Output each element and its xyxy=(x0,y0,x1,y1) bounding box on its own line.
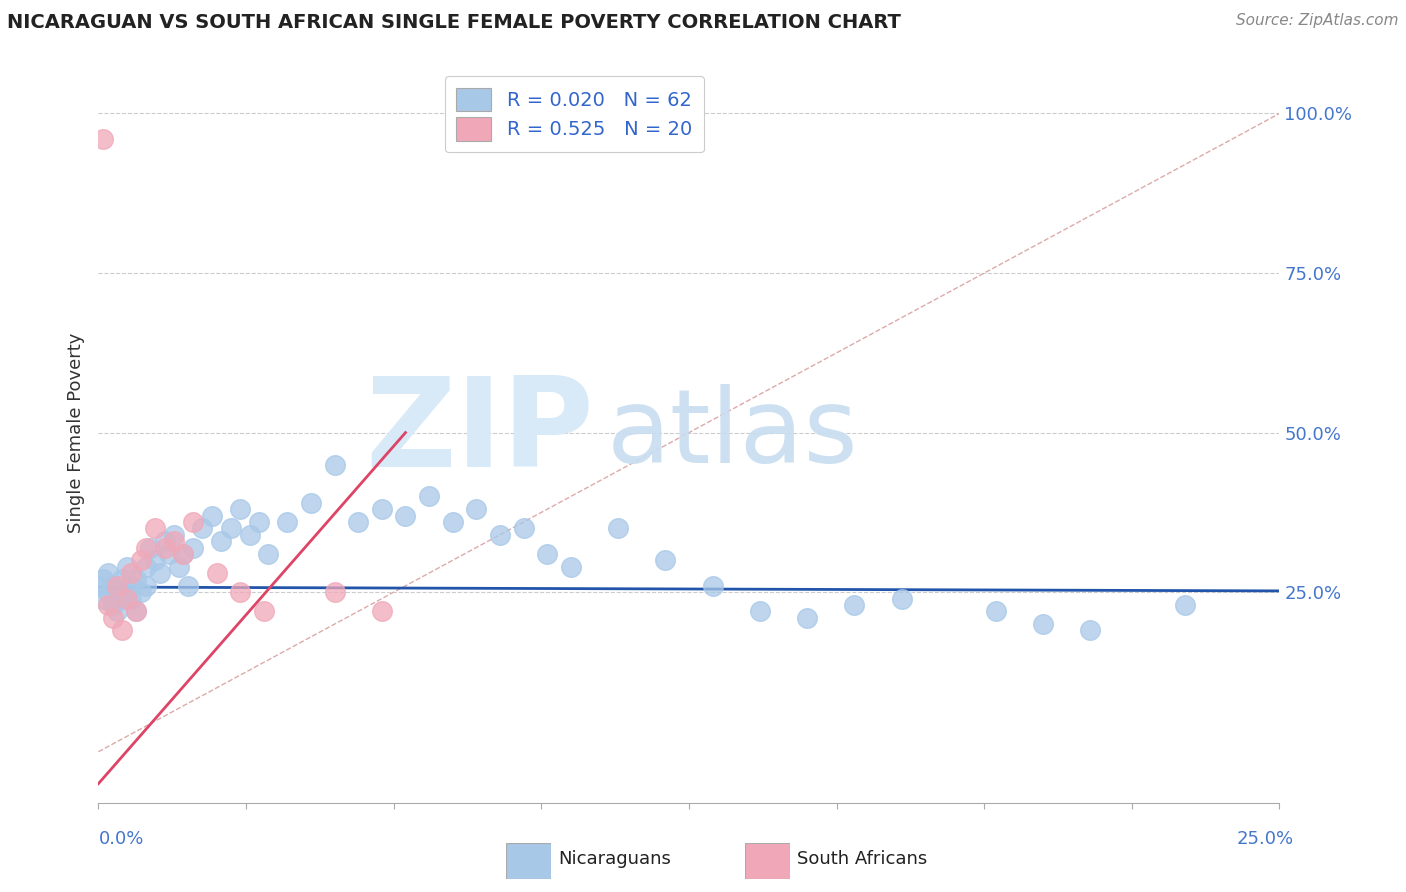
Point xyxy=(209,534,232,549)
Point xyxy=(201,508,224,523)
Point xyxy=(125,573,148,587)
Point xyxy=(181,515,204,529)
Point xyxy=(489,527,512,541)
Point xyxy=(157,547,180,561)
Point xyxy=(129,553,152,567)
Text: atlas: atlas xyxy=(606,384,858,485)
Point xyxy=(153,534,176,549)
Point xyxy=(163,527,186,541)
Point xyxy=(143,553,166,567)
Point xyxy=(323,458,346,472)
Point xyxy=(121,591,143,606)
Point xyxy=(607,521,630,535)
Point xyxy=(101,611,124,625)
Point xyxy=(1032,617,1054,632)
Point xyxy=(418,490,440,504)
Point xyxy=(153,541,176,555)
Point xyxy=(135,579,157,593)
Point xyxy=(844,598,866,612)
Point xyxy=(111,624,134,638)
Point xyxy=(257,547,280,561)
Point xyxy=(125,604,148,618)
Point xyxy=(1080,624,1102,638)
Point xyxy=(172,547,194,561)
Text: Nicaraguans: Nicaraguans xyxy=(558,850,671,868)
Point xyxy=(796,611,818,625)
Point xyxy=(87,579,110,593)
Point xyxy=(654,553,676,567)
Point xyxy=(229,502,252,516)
Point xyxy=(560,559,582,574)
Point xyxy=(91,132,114,146)
Point xyxy=(347,515,370,529)
Text: NICARAGUAN VS SOUTH AFRICAN SINGLE FEMALE POVERTY CORRELATION CHART: NICARAGUAN VS SOUTH AFRICAN SINGLE FEMAL… xyxy=(7,13,901,32)
Point xyxy=(191,521,214,535)
Point xyxy=(105,585,128,599)
Point xyxy=(101,579,124,593)
Point xyxy=(97,566,120,580)
Point xyxy=(129,585,152,599)
Text: 0.0%: 0.0% xyxy=(98,830,143,847)
Point xyxy=(748,604,770,618)
Text: Source: ZipAtlas.com: Source: ZipAtlas.com xyxy=(1236,13,1399,29)
Point xyxy=(1174,598,1197,612)
Point xyxy=(91,591,114,606)
Point xyxy=(512,521,534,535)
Point xyxy=(139,541,162,555)
Point xyxy=(247,515,270,529)
Point xyxy=(149,566,172,580)
Point xyxy=(143,521,166,535)
Point xyxy=(219,521,242,535)
Point xyxy=(163,534,186,549)
Point xyxy=(536,547,558,561)
Point xyxy=(135,541,157,555)
Point xyxy=(890,591,912,606)
Point xyxy=(121,579,143,593)
Point xyxy=(135,559,157,574)
Point xyxy=(91,573,114,587)
Point xyxy=(115,585,138,599)
Point xyxy=(167,559,190,574)
Point xyxy=(101,598,124,612)
Text: 25.0%: 25.0% xyxy=(1236,830,1294,847)
Point xyxy=(984,604,1007,618)
Point xyxy=(299,496,322,510)
Point xyxy=(323,585,346,599)
Point xyxy=(97,598,120,612)
Point xyxy=(121,566,143,580)
Point xyxy=(111,591,134,606)
Point xyxy=(276,515,298,529)
Point xyxy=(177,579,200,593)
Point xyxy=(172,547,194,561)
Point xyxy=(441,515,464,529)
Point xyxy=(115,559,138,574)
Point xyxy=(105,604,128,618)
Text: ZIP: ZIP xyxy=(366,372,595,493)
Point xyxy=(702,579,724,593)
Point xyxy=(465,502,488,516)
Text: South Africans: South Africans xyxy=(797,850,928,868)
Point xyxy=(125,604,148,618)
Point xyxy=(97,585,120,599)
Point xyxy=(111,573,134,587)
Point xyxy=(394,508,416,523)
Point xyxy=(205,566,228,580)
Point xyxy=(229,585,252,599)
Legend: R = 0.020   N = 62, R = 0.525   N = 20: R = 0.020 N = 62, R = 0.525 N = 20 xyxy=(444,76,704,153)
Y-axis label: Single Female Poverty: Single Female Poverty xyxy=(66,333,84,533)
Point xyxy=(115,591,138,606)
Point xyxy=(253,604,276,618)
Point xyxy=(371,502,394,516)
Point xyxy=(239,527,262,541)
Point xyxy=(371,604,394,618)
Point xyxy=(105,579,128,593)
Point xyxy=(181,541,204,555)
